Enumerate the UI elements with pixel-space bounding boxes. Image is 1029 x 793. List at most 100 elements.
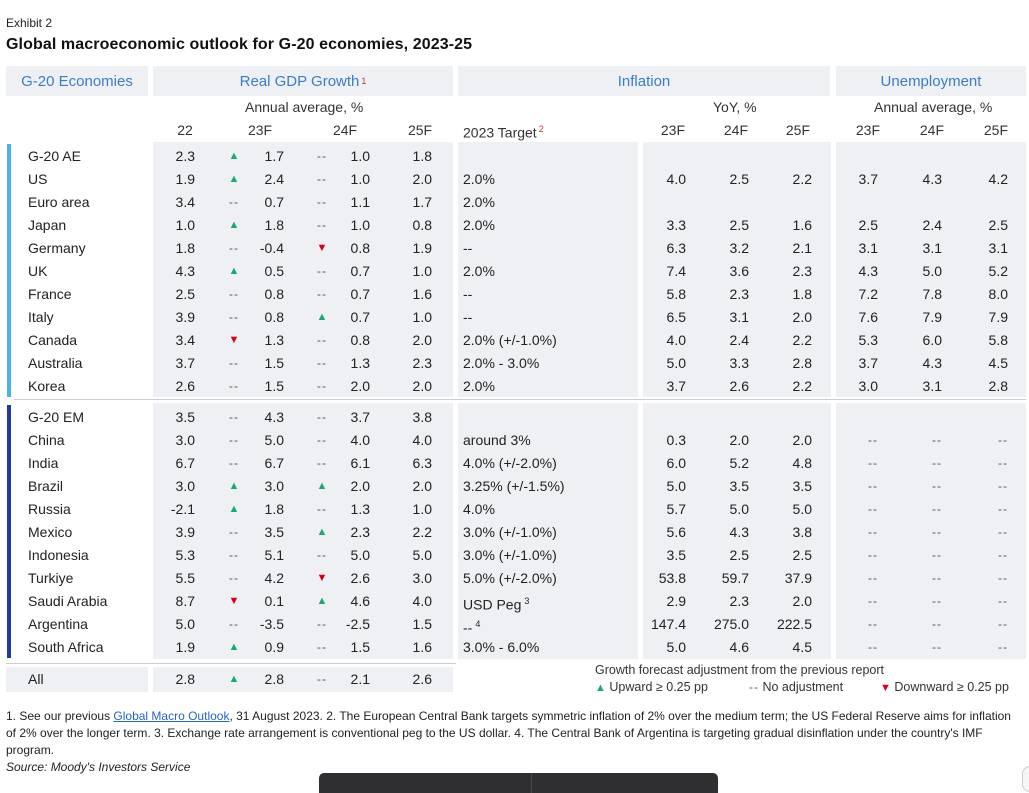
gdp-2023f-value: 0.5 bbox=[264, 263, 284, 279]
inflation-2023f-value: 5.0 bbox=[666, 478, 686, 494]
dash-icon: -- bbox=[229, 310, 239, 324]
unemployment-2025f-value: -- bbox=[998, 502, 1008, 516]
unemployment-2025f-value: 3.1 bbox=[988, 240, 1008, 256]
gdp-2023f-value: 1.5 bbox=[264, 378, 284, 394]
gdp-2022-value: 3.4 bbox=[175, 194, 195, 210]
unemployment-2024f-value: -- bbox=[932, 525, 942, 539]
gdp-2024f-value: 0.8 bbox=[350, 332, 370, 348]
inflation-2024f-value: 2.3 bbox=[729, 593, 749, 609]
inflation-2025f-value: 5.0 bbox=[792, 501, 812, 517]
header-inflation: Inflation bbox=[458, 66, 830, 96]
gdp-2022-value: 5.5 bbox=[175, 570, 195, 586]
gdp-2022-value: 1.9 bbox=[175, 639, 195, 655]
unemployment-2024f-value: -- bbox=[932, 594, 942, 608]
row-economy-name: Japan bbox=[28, 217, 67, 233]
unemployment-2025f-value: 7.9 bbox=[988, 309, 1008, 325]
unemployment-2025f-value: 4.2 bbox=[988, 171, 1008, 187]
unemployment-2025f-value: -- bbox=[998, 548, 1008, 562]
gdp-2025f-value: 4.0 bbox=[412, 593, 432, 609]
inflation-2023f-value: 5.8 bbox=[666, 286, 686, 302]
table-shading bbox=[6, 667, 148, 692]
scroll-handle[interactable] bbox=[1022, 766, 1029, 792]
inflation-target: 3.0% - 6.0% bbox=[463, 639, 540, 655]
inflation-2024f-value: 59.7 bbox=[721, 570, 749, 586]
inflation-2023f-value: 5.7 bbox=[666, 501, 686, 517]
global-macro-outlook-link[interactable]: Global Macro Outlook bbox=[113, 709, 230, 723]
unemployment-2024f-value: -- bbox=[932, 571, 942, 585]
gdp-2023f-value: -3.5 bbox=[259, 616, 284, 632]
row-economy-name: Mexico bbox=[28, 524, 73, 540]
gdp-2025f-value: 1.5 bbox=[412, 616, 432, 632]
gdp-2025f-value: 1.7 bbox=[412, 194, 432, 210]
inflation-2025f-value: 2.8 bbox=[792, 355, 812, 371]
gdp-2024f-value: 1.0 bbox=[350, 217, 370, 233]
gdp-2022-value: 5.0 bbox=[175, 616, 195, 632]
gdp-2024f-value: 2.3 bbox=[350, 524, 370, 540]
unemployment-2024f-value: 4.3 bbox=[922, 171, 942, 187]
gdp-2022-value: 3.0 bbox=[175, 478, 195, 494]
col-gdp-24f: 24F bbox=[332, 122, 358, 138]
inflation-target: 3.0% (+/-1.0%) bbox=[463, 547, 557, 563]
inflation-target: 2.0% bbox=[463, 171, 495, 187]
col-gdp-23f: 23F bbox=[247, 122, 273, 138]
col-gdp-25f: 25F bbox=[407, 122, 433, 138]
col-infl-23f: 23F bbox=[660, 122, 685, 138]
dash-icon: -- bbox=[229, 617, 239, 631]
inflation-target: 4.0% bbox=[463, 501, 495, 517]
gdp-2024f-value: 1.0 bbox=[350, 148, 370, 164]
gdp-2024f-value: 1.0 bbox=[350, 171, 370, 187]
bottom-toolbar[interactable] bbox=[319, 773, 718, 793]
unemployment-2024f-value: 6.0 bbox=[922, 332, 942, 348]
gdp-2025f-value: 1.0 bbox=[412, 309, 432, 325]
table-shading bbox=[643, 403, 831, 659]
inflation-2023f-value: 6.3 bbox=[666, 240, 686, 256]
unemployment-2024f-value: 4.3 bbox=[922, 355, 942, 371]
table-shading bbox=[458, 142, 638, 397]
unemployment-unit: Annual average, % bbox=[874, 99, 993, 115]
gdp-2024f-value: 0.7 bbox=[350, 286, 370, 302]
unemployment-2024f-value: -- bbox=[932, 640, 942, 654]
group-divider bbox=[14, 399, 1026, 400]
col-target-label: 2023 Target bbox=[463, 124, 537, 141]
table-shading bbox=[153, 403, 453, 659]
down-triangle-icon: ▼ bbox=[228, 595, 240, 607]
up-triangle-icon: ▲ bbox=[228, 673, 240, 685]
dash-icon: -- bbox=[317, 548, 327, 562]
up-triangle-icon: ▲ bbox=[316, 526, 328, 538]
row-economy-name: Canada bbox=[28, 332, 78, 348]
row-economy-name: Indonesia bbox=[28, 547, 89, 563]
row-economy-name: India bbox=[28, 455, 59, 471]
row-economy-name: All bbox=[28, 671, 44, 687]
unemployment-2025f-value: -- bbox=[998, 433, 1008, 447]
row-economy-name: G-20 AE bbox=[28, 148, 81, 164]
header-unemployment: Unemployment bbox=[836, 66, 1026, 96]
unemployment-2023f-value: -- bbox=[868, 456, 878, 470]
legend-none: -- No adjustment bbox=[749, 680, 843, 694]
inflation-target: 2.0% bbox=[463, 263, 495, 279]
unemployment-2023f-value: 3.7 bbox=[858, 171, 878, 187]
inflation-2024f-value: 275.0 bbox=[713, 616, 749, 632]
header-unemployment-label: Unemployment bbox=[880, 72, 982, 90]
inflation-unit: YoY, % bbox=[713, 99, 757, 115]
target-note: 4 bbox=[475, 619, 481, 629]
gdp-2025f-value: 1.9 bbox=[412, 240, 432, 256]
header-economies: G-20 Economies bbox=[6, 66, 148, 96]
inflation-2024f-value: 5.2 bbox=[729, 455, 749, 471]
legend-down-label: Downward ≥ 0.25 pp bbox=[894, 680, 1009, 694]
row-economy-name: Russia bbox=[28, 501, 71, 517]
inflation-2025f-value: 1.6 bbox=[792, 217, 812, 233]
unemployment-2025f-value: 2.8 bbox=[988, 378, 1008, 394]
gdp-2024f-value: 1.3 bbox=[350, 355, 370, 371]
gdp-2024f-value: 0.7 bbox=[350, 309, 370, 325]
row-economy-name: Brazil bbox=[28, 478, 64, 494]
inflation-2023f-value: 4.0 bbox=[666, 171, 686, 187]
row-economy-name: China bbox=[28, 432, 65, 448]
legend-down: ▼ Downward ≥ 0.25 pp bbox=[880, 680, 1009, 694]
gdp-2025f-value: 3.8 bbox=[412, 409, 432, 425]
gdp-2025f-value: 2.6 bbox=[412, 671, 432, 687]
gdp-2024f-value: 2.0 bbox=[350, 478, 370, 494]
inflation-target: -- bbox=[463, 309, 473, 325]
inflation-target: 2.0% bbox=[463, 194, 495, 210]
col-infl-25f: 25F bbox=[785, 122, 810, 138]
gdp-2024f-value: 1.3 bbox=[350, 501, 370, 517]
